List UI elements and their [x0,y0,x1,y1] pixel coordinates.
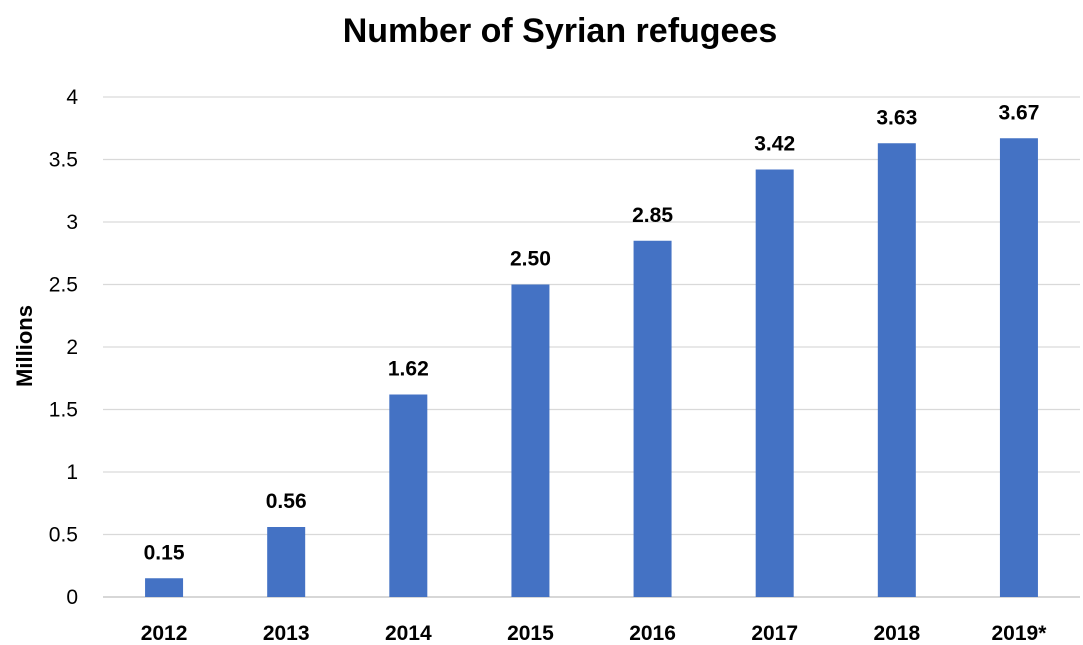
bar [755,169,794,597]
y-tick-label: 4 [66,86,78,109]
y-tick-label: 3 [66,211,78,234]
y-tick-label: 0 [66,586,78,609]
y-axis-title: Millions [12,305,37,387]
x-category-label: 2017 [751,622,798,645]
bar-data-label: 3.42 [754,133,795,156]
bar [389,394,428,597]
x-category-label: 2013 [263,622,310,645]
bars [145,138,1038,597]
bar [511,284,550,597]
bar [877,143,916,597]
gridlines [103,96,1080,598]
y-tick-label: 1.5 [49,399,78,422]
y-tick-label: 2.5 [49,274,78,297]
y-tick-label: 3.5 [49,149,78,172]
chart-title: Number of Syrian refugees [343,12,778,50]
bar-data-label: 0.56 [266,490,307,513]
x-category-label: 2018 [873,622,920,645]
y-axis-tick-labels: 0 0.5 1 1.5 2 2.5 3 3.5 4 [49,86,79,609]
data-labels: 0.15 0.56 1.62 2.50 2.85 3.42 3.63 3.67 [144,101,1040,564]
bar-data-label: 2.50 [510,248,551,271]
bar-data-label: 0.15 [144,541,185,564]
bar-data-label: 2.85 [632,204,673,227]
bar [633,240,672,597]
bar-data-label: 3.67 [999,101,1040,124]
y-tick-label: 0.5 [49,524,78,547]
x-category-label: 2016 [629,622,676,645]
x-axis-category-labels: 2012 2013 2014 2015 2016 2017 2018 2019* [141,622,1048,645]
x-category-label: 2015 [507,622,554,645]
y-tick-label: 1 [66,461,78,484]
bar-data-label: 3.63 [876,106,917,129]
bar [999,138,1038,597]
x-category-label: 2019* [991,622,1047,645]
x-category-label: 2012 [141,622,188,645]
y-tick-label: 2 [66,336,78,359]
bar-data-label: 1.62 [388,358,429,381]
x-category-label: 2014 [385,622,432,645]
bar [145,578,184,597]
bar [267,527,306,597]
